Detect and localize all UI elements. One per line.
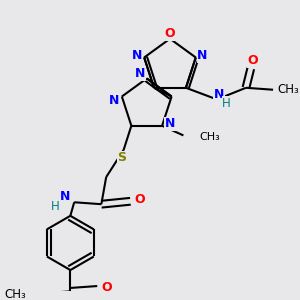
Text: O: O	[102, 281, 112, 294]
Text: N: N	[132, 49, 142, 62]
Text: N: N	[197, 49, 208, 62]
Text: CH₃: CH₃	[278, 83, 299, 96]
Text: H: H	[50, 200, 59, 213]
Text: N: N	[60, 190, 71, 203]
Text: N: N	[109, 94, 119, 107]
Text: N: N	[214, 88, 224, 101]
Text: H: H	[222, 97, 231, 110]
Text: O: O	[135, 193, 146, 206]
Text: S: S	[117, 151, 126, 164]
Text: O: O	[248, 54, 258, 67]
Text: CH₃: CH₃	[4, 288, 26, 300]
Text: N: N	[165, 117, 175, 130]
Text: N: N	[135, 67, 145, 80]
Text: CH₃: CH₃	[199, 132, 220, 142]
Text: O: O	[165, 27, 175, 40]
